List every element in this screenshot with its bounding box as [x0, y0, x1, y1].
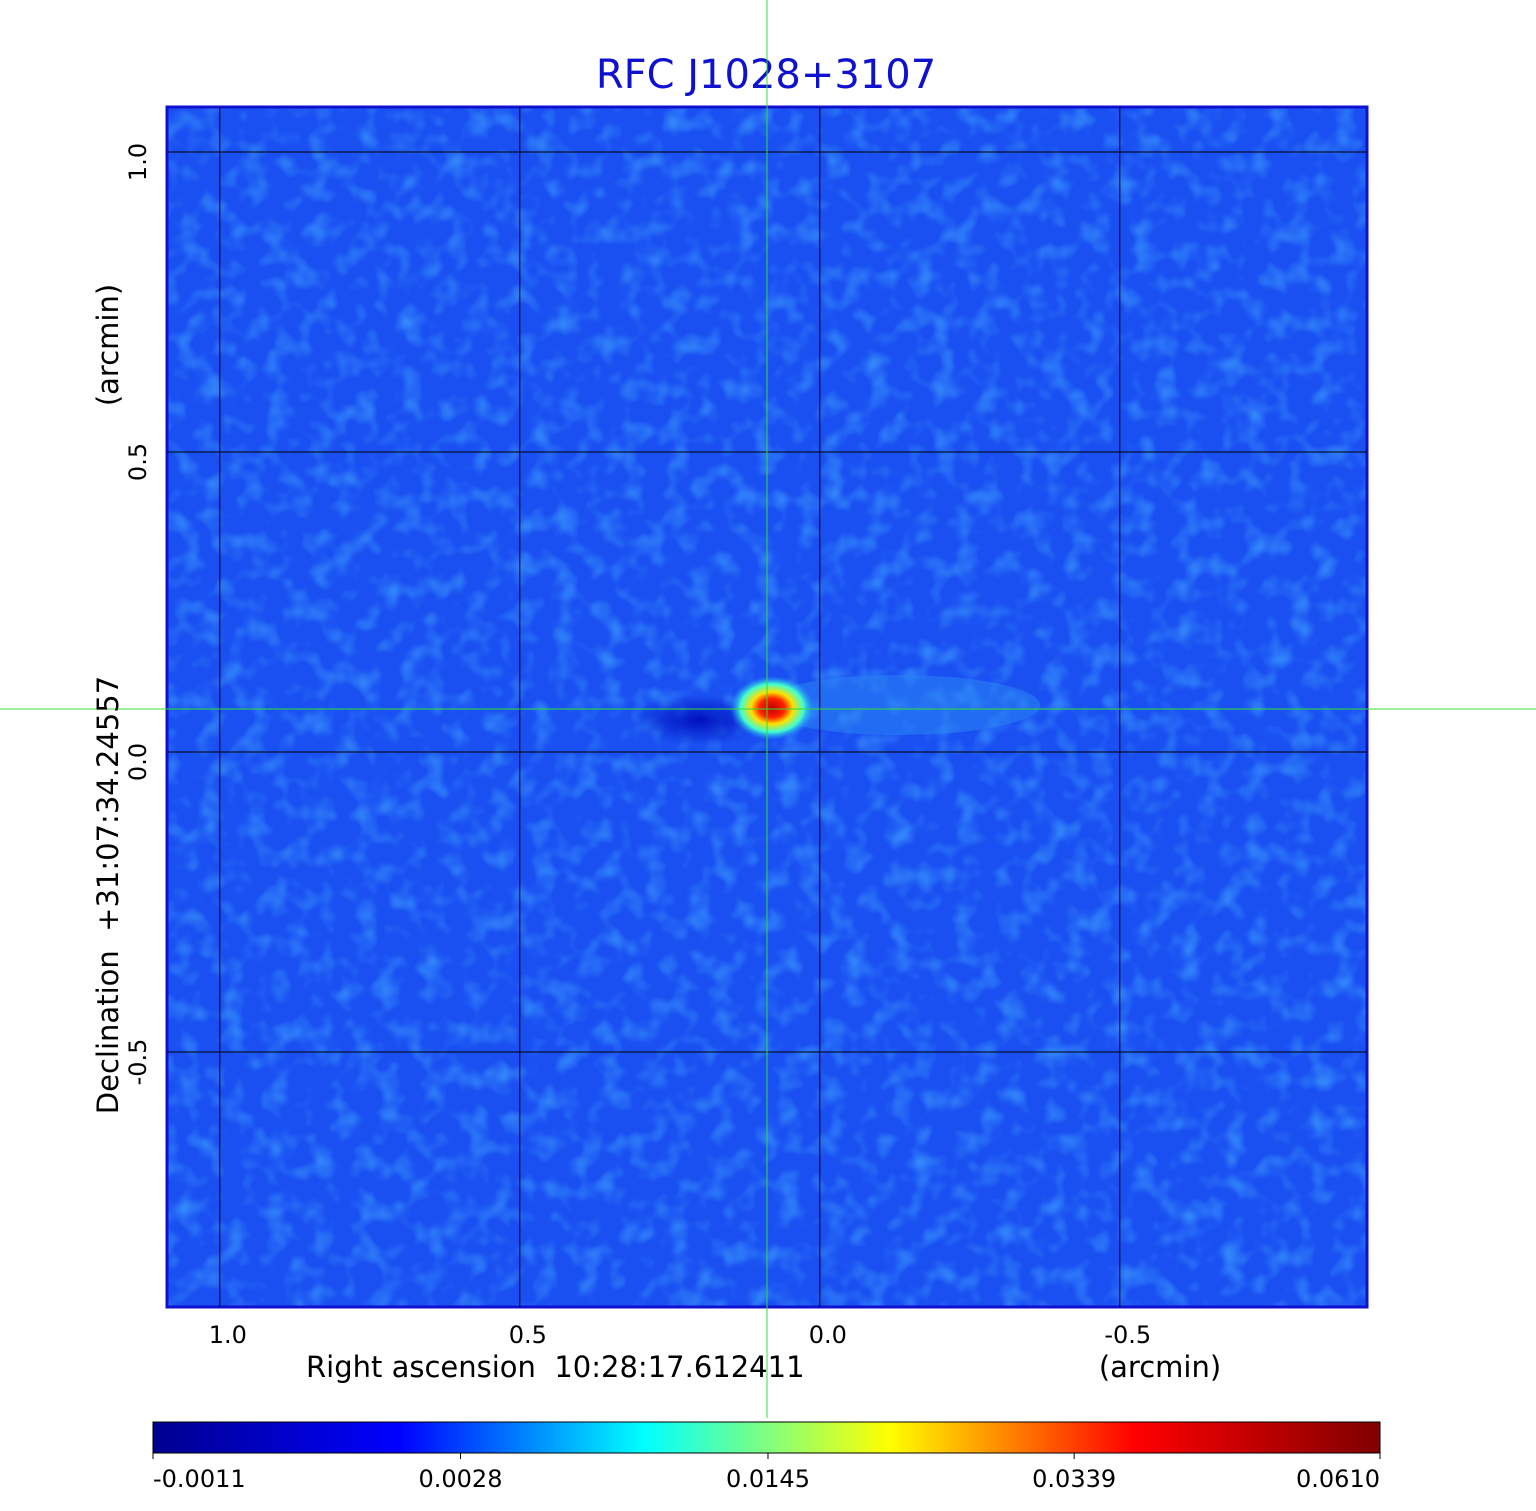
- colorbar: [152, 1421, 1381, 1454]
- x-tick-label: 0.5: [509, 1321, 547, 1349]
- y-axis-unit: (arcmin): [91, 284, 125, 406]
- colorbar-tick-label: -0.0011: [153, 1465, 246, 1493]
- y-tick-label: 1.0: [124, 143, 152, 181]
- colorbar-tick-label: 0.0339: [1032, 1465, 1116, 1493]
- image-feature: [760, 675, 1040, 735]
- x-tick-label: 1.0: [209, 1321, 247, 1349]
- y-tick-label: -0.5: [124, 1039, 152, 1086]
- x-tick-label: 0.0: [809, 1321, 847, 1349]
- colorbar-tick-label: 0.0028: [418, 1465, 502, 1493]
- chart-title: RFC J1028+3107: [596, 52, 936, 98]
- y-tick-label: 0.5: [124, 443, 152, 481]
- colorbar-tick-label: 0.0145: [726, 1465, 810, 1493]
- y-tick-label: 0.0: [124, 743, 152, 781]
- x-axis-label: Right ascension 10:28:17.612411: [306, 1350, 805, 1384]
- x-axis-unit: (arcmin): [1099, 1350, 1221, 1384]
- image-source: [730, 676, 814, 740]
- y-axis-label: Declination +31:07:34.24557: [91, 676, 125, 1114]
- colorbar-tick-label: 0.0610: [1296, 1465, 1380, 1493]
- x-tick-label: -0.5: [1104, 1321, 1151, 1349]
